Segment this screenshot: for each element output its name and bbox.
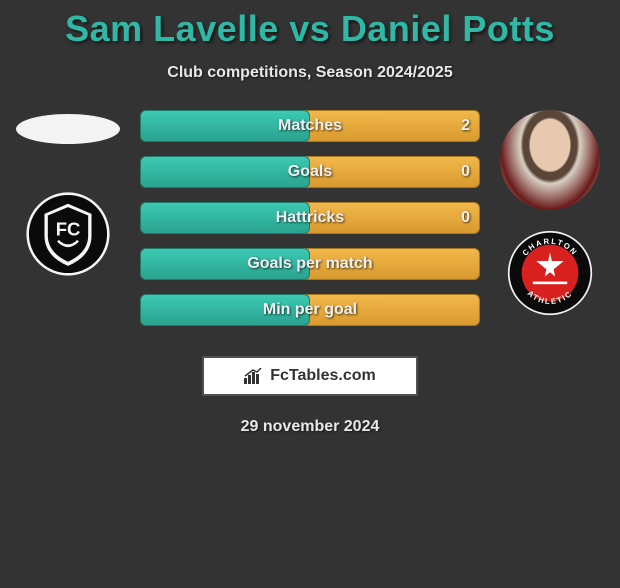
svg-text:FC: FC [56, 219, 81, 240]
brand-chart-icon [244, 368, 264, 384]
stat-row: Hattricks 0 [140, 202, 480, 234]
stat-row: Goals per match [140, 248, 480, 280]
stat-value-right: 0 [461, 202, 470, 234]
player-right-avatar [500, 110, 600, 210]
player-left-column: FC [8, 110, 128, 276]
stat-label: Goals per match [140, 248, 480, 280]
brand-box: FcTables.com [202, 356, 418, 396]
stat-row: Matches 2 [140, 110, 480, 142]
stat-value-right: 0 [461, 156, 470, 188]
date-line: 29 november 2024 [0, 418, 620, 436]
stat-label: Matches [140, 110, 480, 142]
stat-label: Min per goal [140, 294, 480, 326]
comparison-content: FC CHARLTON ATHLETIC Matches 2 [0, 110, 620, 350]
comparison-title: Sam Lavelle vs Daniel Potts [0, 8, 620, 50]
stat-bars: Matches 2 Goals 0 Hattricks 0 Goals per … [140, 110, 480, 340]
stat-row: Goals 0 [140, 156, 480, 188]
stat-value-right: 2 [461, 110, 470, 142]
stat-label: Goals [140, 156, 480, 188]
brand-text: FcTables.com [270, 367, 376, 385]
player-right-column: CHARLTON ATHLETIC [490, 110, 610, 316]
club-badge-left: FC [26, 192, 110, 276]
player-left-avatar [16, 114, 120, 144]
season-subtitle: Club competitions, Season 2024/2025 [0, 64, 620, 82]
club-badge-right: CHARLTON ATHLETIC [507, 230, 593, 316]
stat-row: Min per goal [140, 294, 480, 326]
stat-label: Hattricks [140, 202, 480, 234]
